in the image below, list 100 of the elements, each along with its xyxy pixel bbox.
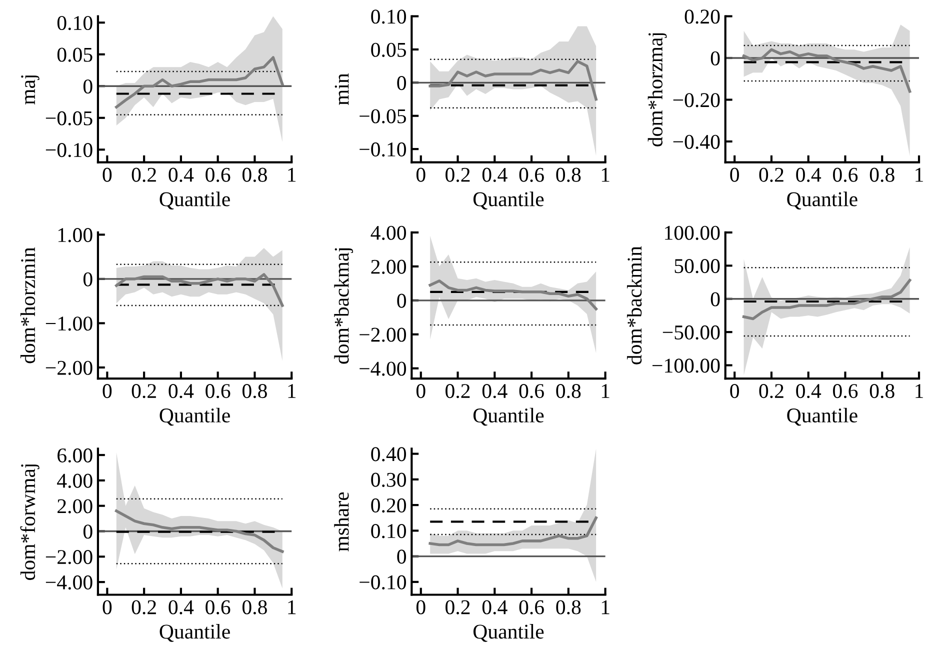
x-tick-label: 0.6: [833, 384, 858, 398]
x-tick-label: 0.4: [482, 600, 508, 614]
x-tick-label: 0.8: [556, 168, 581, 182]
y-tick-label: 0: [83, 272, 92, 286]
x-axis-title: Quantile: [473, 192, 544, 210]
y-tick-label: −4.00: [360, 362, 406, 376]
x-tick-label: 1: [602, 168, 610, 182]
y-tick-label: −1.00: [46, 316, 92, 331]
x-tick-label: 0.4: [796, 384, 822, 398]
x-tick-label: 0.4: [168, 600, 194, 614]
x-tick-label: 0: [416, 600, 426, 614]
x-tick-label: 0.6: [519, 600, 544, 614]
y-tick-label: 6.00: [58, 448, 92, 463]
x-axis-title: Quantile: [473, 408, 544, 426]
y-tick-label: −4.00: [46, 575, 92, 590]
x-axis-title: Quantile: [160, 192, 230, 210]
x-tick-label: 0.8: [556, 384, 581, 398]
y-tick-label: 2.00: [58, 499, 92, 514]
y-tick-label: 0: [710, 292, 720, 306]
y-axis-title: min: [334, 73, 349, 106]
y-tick-label: −0.40: [673, 134, 720, 149]
x-tick-label: 1: [288, 384, 296, 398]
y-tick-label: 0.05: [371, 42, 406, 57]
x-tick-label: 0.6: [206, 600, 230, 614]
y-axis-title: dom*backmin: [627, 246, 642, 364]
x-tick-label: 0.2: [759, 384, 784, 398]
x-axis-title: Quantile: [787, 408, 858, 426]
x-tick-label: 0.6: [833, 168, 858, 182]
y-tick-label: −0.05: [360, 109, 406, 124]
y-tick-label: 4.00: [370, 226, 406, 240]
y-tick-label: 0: [397, 550, 406, 564]
y-tick-label: −2.00: [46, 550, 92, 564]
y-axis-title: dom*forwmaj: [20, 464, 40, 580]
x-tick-label: 0.8: [870, 168, 894, 182]
x-tick-label: 0.4: [168, 384, 194, 398]
y-tick-label: 0.20: [684, 10, 720, 24]
y-tick-label: −0.10: [360, 142, 406, 157]
line-series: [115, 56, 284, 108]
y-tick-label: 4.00: [57, 474, 92, 488]
y-tick-label: −0.10: [360, 575, 406, 590]
y-tick-label: 0.10: [371, 524, 406, 538]
x-tick-label: 0.4: [482, 168, 508, 182]
y-tick-label: 50.00: [674, 259, 720, 274]
x-tick-label: 0.8: [242, 384, 267, 398]
y-tick-label: 0.40: [371, 447, 406, 462]
y-tick-label: −0.05: [46, 111, 92, 126]
x-tick-label: 0.2: [759, 168, 784, 182]
x-tick-label: 0.8: [556, 600, 581, 614]
y-tick-label: 1.00: [58, 228, 92, 242]
x-tick-label: 1: [916, 384, 923, 398]
x-tick-label: 0: [416, 384, 426, 398]
x-tick-label: 0.2: [132, 600, 156, 614]
x-axis-title: Quantile: [787, 192, 858, 210]
x-tick-label: 0.4: [168, 168, 194, 182]
x-tick-label: 0.2: [132, 168, 156, 182]
x-tick-label: 1: [288, 600, 296, 614]
x-tick-label: 0: [102, 384, 112, 398]
y-tick-label: 0.30: [371, 472, 406, 487]
x-tick-label: 1: [916, 168, 923, 182]
x-tick-label: 0.2: [132, 384, 156, 398]
y-axis-title: mshare: [334, 492, 349, 552]
x-tick-label: 0.8: [242, 168, 267, 182]
x-tick-label: 0.2: [446, 168, 470, 182]
y-tick-label: 0.10: [57, 16, 92, 30]
x-tick-label: 0: [102, 168, 112, 182]
line-series: [742, 48, 912, 93]
x-axis-title: Quantile: [473, 624, 544, 642]
x-tick-label: 0: [730, 384, 739, 398]
x-tick-label: 1: [602, 600, 610, 614]
y-tick-label: 0.05: [57, 48, 92, 62]
x-tick-label: 0: [416, 168, 426, 182]
y-tick-label: −2.00: [46, 360, 92, 375]
x-tick-label: 1: [288, 168, 296, 182]
x-tick-label: 0.2: [446, 600, 470, 614]
x-tick-label: 0.2: [446, 384, 470, 398]
x-tick-label: 0: [102, 600, 112, 614]
line-series: [428, 60, 598, 101]
line-series: [428, 279, 598, 310]
x-tick-label: 0.6: [206, 168, 230, 182]
y-tick-label: 0.20: [371, 498, 406, 513]
y-tick-label: −0.20: [673, 93, 720, 108]
line-series: [115, 510, 284, 553]
y-tick-label: 0: [397, 294, 406, 308]
x-tick-label: 0.6: [519, 168, 544, 182]
y-tick-label: 0: [83, 79, 92, 94]
y-tick-label: 2.00: [371, 260, 406, 274]
x-tick-label: 1: [602, 384, 610, 398]
y-tick-label: 100.00: [665, 226, 720, 240]
x-tick-label: 0.4: [796, 168, 822, 182]
y-tick-label: 0.10: [371, 10, 406, 24]
line-series: [428, 516, 598, 546]
line-series: [742, 278, 912, 320]
y-tick-label: −50.00: [662, 325, 720, 340]
y-tick-label: 0: [397, 76, 406, 90]
line-series: [115, 273, 284, 307]
x-tick-label: 0.4: [482, 384, 508, 398]
y-tick-label: 0: [710, 51, 720, 66]
y-tick-label: −2.00: [360, 328, 406, 342]
y-axis-title: maj: [21, 75, 40, 104]
x-tick-label: 0.6: [206, 384, 230, 398]
